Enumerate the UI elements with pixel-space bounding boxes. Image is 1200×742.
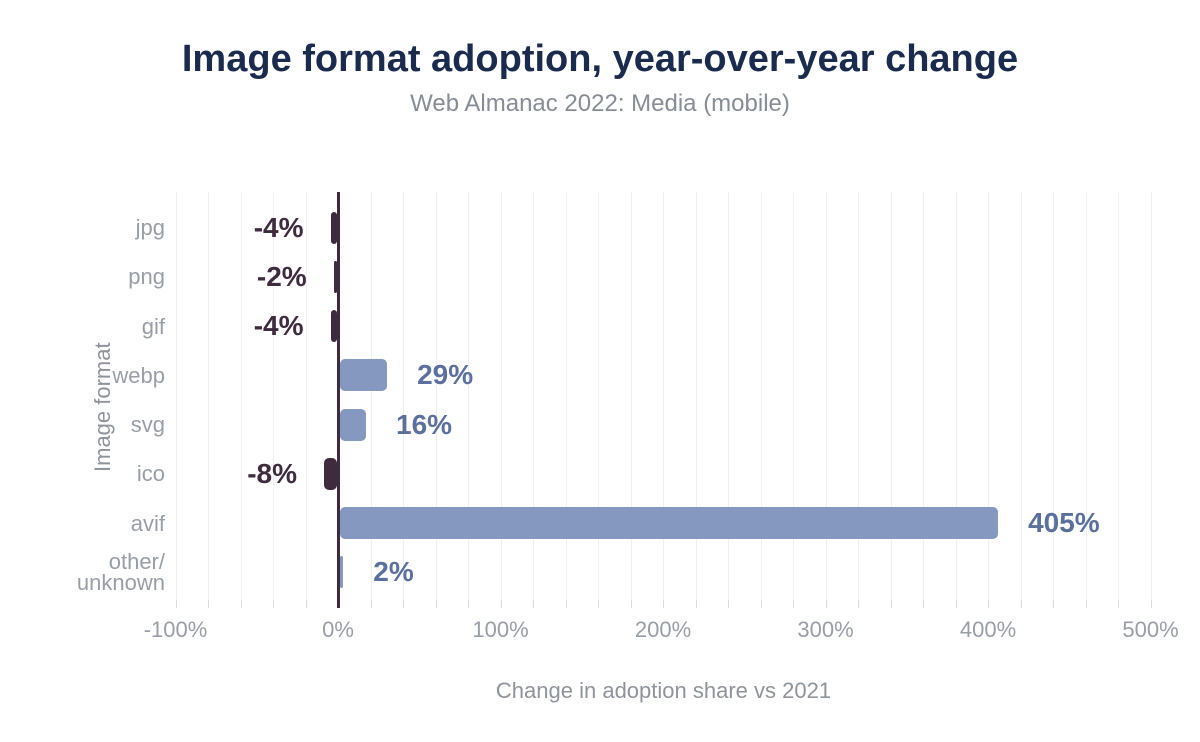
bar-value-label: 405%	[1028, 507, 1100, 539]
gridline	[500, 192, 502, 600]
bar-value-label: 29%	[417, 359, 474, 391]
x-tick-label: 500%	[1122, 617, 1179, 642]
gridline	[825, 192, 827, 600]
axis-tick	[1118, 600, 1119, 608]
gridline	[988, 192, 989, 600]
category-label: ico	[136, 461, 165, 487]
gridline	[1150, 192, 1152, 600]
bar-value-label: -4%	[253, 310, 304, 342]
axis-tick	[598, 600, 599, 608]
chart-title: Image format adoption, year-over-year ch…	[181, 38, 1019, 80]
axis-tick	[890, 600, 892, 608]
category-label: webp	[112, 362, 165, 388]
axis-tick	[663, 600, 664, 608]
gridline	[598, 192, 599, 600]
gridline	[728, 192, 729, 600]
x-tick-label: 300%	[797, 617, 854, 642]
axis-tick	[728, 600, 729, 608]
gridline	[565, 192, 567, 600]
category-label: avif	[130, 510, 165, 536]
gridline	[435, 192, 437, 600]
axis-tick	[1020, 600, 1022, 608]
gridline	[1118, 192, 1119, 600]
axis-tick	[273, 600, 274, 608]
bar	[340, 507, 999, 540]
bar-value-label: -8%	[247, 457, 297, 489]
gridline	[240, 192, 242, 600]
bar	[330, 310, 337, 343]
bar	[340, 408, 366, 441]
gridline	[273, 192, 274, 600]
bar-value-label: 16%	[396, 408, 453, 440]
bar-value-label: -2%	[256, 260, 307, 292]
axis-tick	[955, 600, 957, 608]
axis-tick	[630, 600, 632, 608]
gridline	[630, 192, 632, 600]
x-axis-title: Change in adoption share vs 2021	[495, 678, 832, 703]
axis-tick	[240, 600, 242, 608]
gridline	[858, 192, 859, 600]
gridline	[208, 192, 209, 600]
gridline	[403, 192, 404, 600]
gridline	[305, 192, 307, 600]
gridline	[175, 192, 177, 600]
axis-tick	[468, 600, 469, 608]
gridline	[468, 192, 469, 600]
category-label: other/ unknown	[76, 549, 165, 596]
axis-tick	[988, 600, 989, 608]
axis-tick	[370, 600, 372, 608]
x-tick-label: 0%	[322, 617, 354, 642]
x-tick-label: 200%	[634, 617, 692, 642]
axis-tick	[923, 600, 924, 608]
gridline	[533, 192, 534, 600]
bar	[330, 211, 337, 244]
bar-value-label: -4%	[253, 211, 304, 243]
category-label: gif	[141, 313, 165, 339]
axis-tick	[858, 600, 859, 608]
gridline	[1053, 192, 1054, 600]
x-tick-label: 100%	[472, 617, 529, 642]
axis-tick	[695, 600, 697, 608]
category-label: jpg	[135, 215, 165, 241]
axis-tick	[760, 600, 762, 608]
axis-tick	[500, 600, 502, 608]
axis-tick	[1150, 600, 1152, 608]
gridline	[955, 192, 957, 600]
x-tick-label: 400%	[959, 617, 1017, 642]
gridline	[760, 192, 762, 600]
axis-tick	[305, 600, 307, 608]
gridline	[923, 192, 924, 600]
gridline	[370, 192, 372, 600]
bar	[324, 457, 337, 490]
gridline	[1085, 192, 1087, 600]
chart-subtitle: Web Almanac 2022: Media (mobile)	[410, 90, 790, 117]
bar	[333, 260, 338, 293]
bar	[340, 556, 344, 589]
category-label: png	[128, 264, 165, 290]
axis-tick	[533, 600, 534, 608]
x-tick-label: -100%	[143, 617, 208, 642]
axis-tick	[1085, 600, 1087, 608]
gridline	[793, 192, 794, 600]
axis-tick	[565, 600, 567, 608]
axis-tick	[208, 600, 209, 608]
axis-tick	[403, 600, 404, 608]
gridline	[663, 192, 664, 600]
x-axis-tick-labels: -100% 0% 100% 200% 300% 400% 500%	[144, 617, 1179, 643]
gridline	[890, 192, 892, 600]
zero-line	[337, 192, 340, 608]
plot-area: -4% -2% -4% 29% 16% -8% 405% 2%	[175, 192, 1152, 608]
axis-tick	[435, 600, 437, 608]
category-label: svg	[130, 412, 165, 438]
axis-tick	[793, 600, 794, 608]
axis-tick	[175, 600, 177, 608]
axis-tick	[825, 600, 827, 608]
bar-value-label: 2%	[373, 556, 414, 588]
gridline	[695, 192, 697, 600]
axis-tick	[1053, 600, 1054, 608]
gridline	[1020, 192, 1022, 600]
bar	[340, 359, 388, 392]
